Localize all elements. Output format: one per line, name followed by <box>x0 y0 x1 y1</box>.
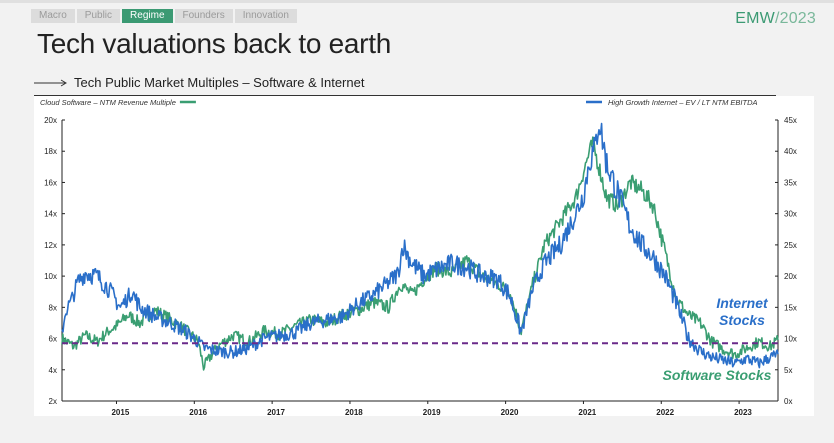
chart-subtitle-text: Tech Public Market Multiples – Software … <box>74 75 365 90</box>
annotation-internet-stocks-line1: Internet <box>716 295 769 311</box>
left-tick-label: 18x <box>44 147 57 156</box>
tab-regime[interactable]: Regime <box>122 9 173 23</box>
annotation-internet-stocks-line2: Stocks <box>719 312 765 328</box>
x-tick-label: 2023 <box>734 408 752 416</box>
multiples-chart: Cloud Software – NTM Revenue Multiple Hi… <box>40 98 797 416</box>
brand-name: EMW <box>735 10 775 27</box>
legend-software: Cloud Software – NTM Revenue Multiple <box>40 98 196 107</box>
left-tick-label: 8x <box>49 303 57 312</box>
legend-software-label: Cloud Software – NTM Revenue Multiple <box>40 98 176 107</box>
tab-macro[interactable]: Macro <box>31 9 75 23</box>
header-divider <box>34 95 776 96</box>
top-border <box>0 0 834 3</box>
x-tick-label: 2022 <box>656 408 674 416</box>
right-tick-label: 35x <box>784 178 797 187</box>
tab-innovation[interactable]: Innovation <box>234 9 297 23</box>
x-tick-label: 2017 <box>267 408 285 416</box>
x-tick-label: 2021 <box>578 408 596 416</box>
tab-public[interactable]: Public <box>76 9 121 23</box>
left-tick-label: 12x <box>44 241 57 250</box>
x-tick-label: 2019 <box>423 408 441 416</box>
left-tick-label: 16x <box>44 178 57 187</box>
right-tick-label: 45x <box>784 116 797 125</box>
x-tick-label: 2016 <box>189 408 207 416</box>
brand-year: /2023 <box>774 10 816 27</box>
series-line-software <box>61 136 779 371</box>
series-layer <box>61 122 779 371</box>
section-tabs: Macro Public Regime Founders Innovation <box>31 9 297 23</box>
series-line-internet <box>61 122 779 369</box>
right-tick-label: 10x <box>784 335 797 344</box>
left-tick-label: 4x <box>49 366 57 375</box>
tab-founders[interactable]: Founders <box>174 9 233 23</box>
brand-logo: EMW/2023 <box>735 10 816 28</box>
x-tick-label: 2015 <box>111 408 129 416</box>
legend-internet-label: High Growth Internet – EV / LT NTM EBITD… <box>608 98 758 107</box>
left-tick-label: 14x <box>44 210 57 219</box>
right-tick-label: 40x <box>784 147 797 156</box>
right-tick-label: 25x <box>784 241 797 250</box>
chart-subtitle: Tech Public Market Multiples – Software … <box>34 75 364 90</box>
left-tick-label: 6x <box>49 335 57 344</box>
right-tick-label: 0x <box>784 397 792 406</box>
right-tick-label: 15x <box>784 303 797 312</box>
right-tick-label: 5x <box>784 366 792 375</box>
right-tick-label: 20x <box>784 272 797 281</box>
x-tick-label: 2020 <box>501 408 519 416</box>
arrow-right-icon <box>34 79 67 86</box>
page-title: Tech valuations back to earth <box>37 28 391 59</box>
left-tick-label: 20x <box>44 116 57 125</box>
chart-card: Cloud Software – NTM Revenue Multiple Hi… <box>34 96 814 416</box>
right-tick-label: 30x <box>784 210 797 219</box>
x-tick-label: 2018 <box>345 408 363 416</box>
left-tick-label: 2x <box>49 397 57 406</box>
annotation-software-stocks: Software Stocks <box>663 367 772 383</box>
left-tick-label: 10x <box>44 272 57 281</box>
legend-internet: High Growth Internet – EV / LT NTM EBITD… <box>586 98 758 107</box>
